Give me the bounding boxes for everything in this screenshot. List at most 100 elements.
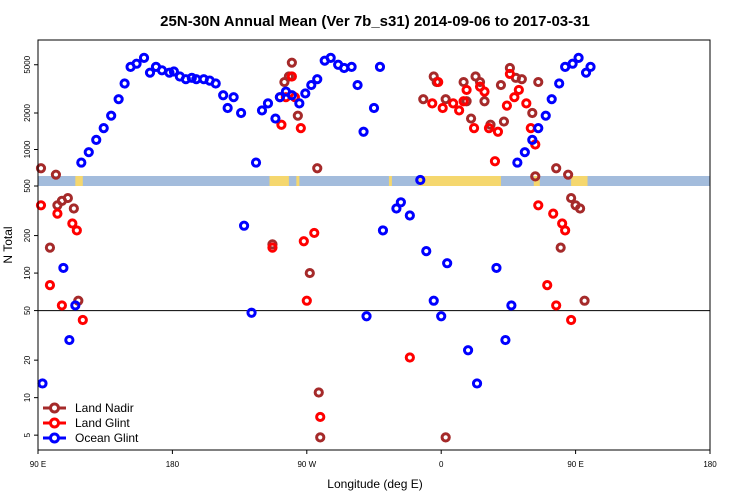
land-glint-point	[44, 280, 56, 291]
ocean-glint-point	[368, 102, 380, 114]
land-glint-point	[295, 123, 306, 134]
ocean-mask-band	[38, 176, 710, 186]
land-mask-segment	[269, 176, 289, 186]
ocean-glint-point	[462, 345, 474, 356]
land-nadir-point	[418, 94, 429, 105]
ocean-glint-point	[294, 98, 305, 109]
y-tick-label: 5	[23, 432, 32, 437]
land-nadir-point	[530, 171, 541, 182]
land-nadir-point	[62, 192, 73, 204]
ocean-glint-point	[76, 157, 87, 168]
x-axis-label: Longitude (deg E)	[327, 477, 422, 491]
land-glint-point	[479, 86, 490, 97]
land-nadir-point	[44, 242, 56, 253]
ocean-glint-point	[262, 98, 274, 109]
x-tick-label: 90 W	[297, 460, 316, 469]
land-mask-segment	[571, 176, 588, 186]
ocean-glint-point	[70, 300, 81, 311]
land-nadir-point	[292, 110, 303, 121]
ocean-glint-point	[415, 174, 426, 186]
plot-frame	[37, 39, 711, 451]
y-tick-label: 1000	[23, 140, 32, 158]
chart-title: 25N-30N Annual Mean (Ver 7b_s31) 2014-09…	[160, 13, 590, 30]
ocean-glint-point	[500, 334, 511, 346]
ocean-glint-point	[585, 61, 596, 72]
ocean-glint-point	[533, 123, 544, 134]
legend-marker-land-glint	[49, 417, 60, 429]
land-glint-point	[56, 300, 67, 311]
y-tick-label: 10	[23, 393, 32, 402]
ocean-glint-point	[91, 134, 102, 145]
land-glint-point	[433, 76, 444, 88]
ocean-glint-point	[377, 225, 389, 236]
land-glint-point	[286, 71, 297, 82]
ocean-glint-point	[64, 334, 75, 346]
land-glint-point	[489, 156, 501, 167]
ocean-glint-point	[567, 58, 578, 69]
ocean-glint-point	[442, 258, 453, 269]
y-tick-label: 100	[23, 266, 32, 280]
y-tick-label: 20	[23, 355, 32, 364]
land-nadir-point	[286, 57, 297, 68]
land-ocean-mask	[38, 176, 710, 186]
land-glint-point	[566, 314, 577, 326]
ocean-glint-point	[228, 92, 239, 103]
ocean-glint-point	[391, 203, 402, 214]
land-glint-point	[513, 84, 524, 96]
ocean-glint-point	[404, 210, 415, 221]
land-nadir-point	[495, 79, 507, 91]
land-mask-segment	[418, 176, 501, 186]
land-glint-point	[548, 208, 559, 219]
land-nadir-point	[35, 163, 47, 174]
land-glint-point	[315, 411, 326, 423]
y-tick-label: 200	[23, 228, 32, 242]
ocean-glint-point	[168, 66, 179, 77]
ocean-glint-point	[554, 78, 565, 89]
ocean-glint-point	[346, 61, 357, 72]
land-nadir-point	[516, 74, 527, 85]
land-mask-segment	[75, 176, 83, 186]
ocean-glint-point	[428, 295, 439, 306]
land-nadir-point	[566, 192, 577, 204]
land-nadir-point	[551, 163, 562, 174]
land-nadir-point	[479, 96, 490, 107]
ocean-glint-point	[512, 157, 523, 168]
land-nadir-point	[527, 107, 538, 119]
legend-label-ocean-glint: Ocean Glint	[75, 431, 139, 445]
land-glint-point	[404, 352, 415, 363]
y-axis-label: N Total	[1, 226, 15, 263]
ocean-glint-point	[246, 307, 257, 318]
ocean-glint-point	[222, 102, 233, 114]
land-nadir-point	[579, 295, 590, 306]
land-glint-point	[461, 84, 472, 96]
ocean-glint-point	[395, 197, 406, 208]
ocean-glint-point	[421, 246, 432, 257]
ocean-glint-point	[374, 61, 386, 72]
land-glint-point	[521, 98, 532, 109]
x-tick-label: 180	[703, 460, 717, 469]
land-glint-point	[501, 100, 513, 111]
land-glint-point	[427, 98, 438, 109]
ocean-glint-point	[352, 79, 363, 91]
ocean-glint-point	[58, 262, 69, 274]
y-tick-label: 2000	[23, 104, 32, 122]
land-glint-point	[301, 295, 312, 306]
land-glint-point	[492, 126, 504, 137]
land-glint-point	[77, 314, 88, 326]
ocean-glint-point	[270, 113, 281, 124]
land-glint-point	[504, 68, 515, 80]
land-glint-point	[67, 218, 78, 229]
land-nadir-point	[533, 76, 544, 88]
ocean-glint-point	[106, 110, 117, 121]
land-glint-point	[298, 236, 309, 247]
ocean-glint-point	[83, 147, 94, 158]
x-tick-label: 90 E	[567, 460, 583, 469]
land-glint-point	[276, 119, 287, 130]
land-glint-point	[437, 102, 448, 114]
land-glint-point	[35, 200, 47, 211]
ocean-glint-point	[119, 78, 130, 89]
ocean-glint-point	[210, 78, 221, 89]
land-nadir-point	[574, 203, 586, 214]
land-glint-point	[551, 300, 562, 311]
land-glint-point	[468, 123, 480, 134]
